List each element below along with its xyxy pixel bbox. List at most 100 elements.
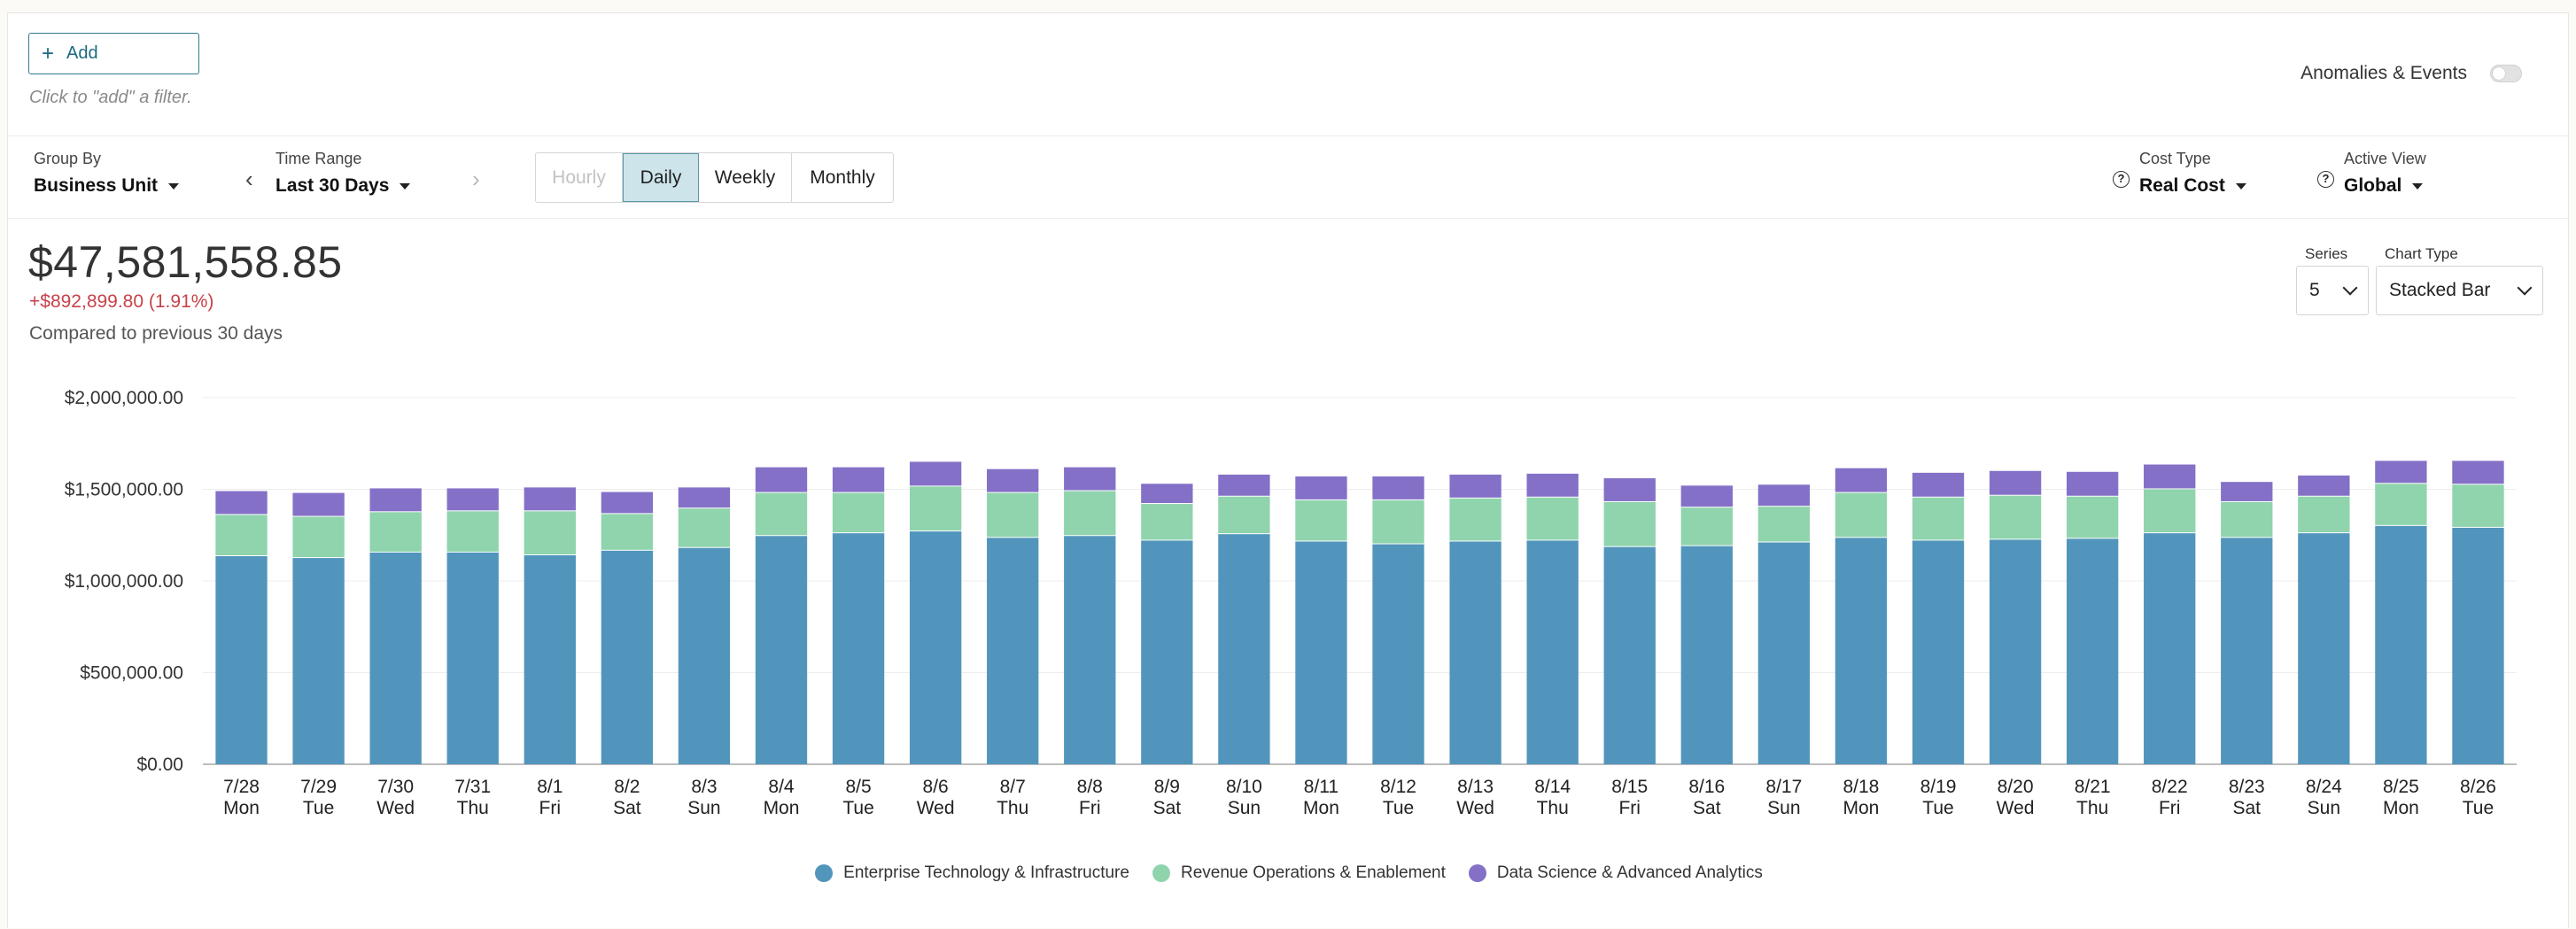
bar-segment	[1757, 507, 1811, 542]
x-tick-label: 8/13	[1457, 777, 1494, 797]
previous-range-arrow-icon[interactable]: ‹	[245, 166, 253, 192]
bar-segment	[1064, 536, 1116, 764]
cost-type-dropdown[interactable]: Real Cost	[2139, 175, 2246, 197]
time-range-control[interactable]: Time Range Last 30 Days	[275, 150, 411, 197]
series-select[interactable]: 5	[2296, 266, 2369, 315]
bar-segment	[524, 487, 576, 511]
active-view-control[interactable]: ? Active View Global	[2317, 150, 2426, 197]
x-tick-label: 8/1	[537, 777, 563, 797]
help-icon[interactable]: ?	[2113, 171, 2130, 188]
bar-segment	[292, 558, 345, 764]
x-tick-label: 8/15	[1611, 777, 1648, 797]
bar-segment	[1912, 472, 1965, 497]
bar-segment	[909, 461, 962, 486]
x-tick-label: 8/19	[1920, 777, 1957, 797]
x-tick-label: 8/7	[1000, 777, 1026, 797]
x-tick-label: 8/25	[2383, 777, 2419, 797]
legend-item[interactable]: Enterprise Technology & Infrastructure	[815, 863, 1129, 883]
bar-segment	[1526, 473, 1579, 497]
bar-segment	[678, 508, 731, 547]
bar-segment	[369, 512, 422, 552]
legend-item[interactable]: Data Science & Advanced Analytics	[1468, 863, 1763, 883]
legend-dot-icon	[1468, 864, 1486, 882]
legend-dot-icon	[815, 864, 834, 882]
x-tick-weekday: Fri	[1079, 798, 1101, 818]
x-tick-weekday: Mon	[1843, 798, 1880, 818]
bar-segment	[987, 468, 1039, 492]
bar-segment	[1680, 546, 1733, 764]
anomalies-events-toggle[interactable]	[2490, 65, 2522, 82]
bar-segment	[909, 531, 962, 764]
bar-segment	[215, 515, 268, 556]
x-tick-weekday: Mon	[764, 798, 800, 818]
caret-down-icon	[2235, 182, 2246, 190]
group-by-dropdown[interactable]: Business Unit	[34, 175, 180, 197]
x-tick-weekday: Tue	[842, 798, 873, 818]
chart-type-select[interactable]: Stacked Bar	[2376, 266, 2543, 315]
bar-segment	[1680, 507, 1733, 546]
x-tick-label: 8/5	[845, 777, 871, 797]
x-tick-weekday: Sun	[2308, 798, 2340, 818]
granularity-weekly[interactable]: Weekly	[699, 153, 792, 202]
x-tick-weekday: Tue	[303, 798, 334, 818]
y-tick-label: $500,000.00	[80, 663, 183, 684]
y-tick-label: $2,000,000.00	[65, 388, 183, 408]
bar-segment	[1603, 546, 1656, 764]
x-tick-label: 8/18	[1843, 777, 1879, 797]
bar-segment	[1218, 496, 1270, 534]
x-tick-weekday: Thu	[457, 798, 489, 818]
time-range-dropdown[interactable]: Last 30 Days	[275, 175, 411, 197]
x-tick-label: 8/16	[1688, 777, 1725, 797]
bar-segment	[2375, 484, 2427, 525]
legend-label: Data Science & Advanced Analytics	[1496, 863, 1763, 882]
series-label: Series	[2305, 245, 2348, 262]
legend-item[interactable]: Revenue Operations & Enablement	[1152, 863, 1446, 883]
x-tick-weekday: Sun	[1228, 798, 1261, 818]
caret-down-icon	[168, 182, 180, 190]
granularity-selector: Hourly Daily Weekly Monthly	[535, 152, 894, 203]
bar-segment	[1835, 492, 1888, 538]
granularity-daily[interactable]: Daily	[623, 153, 699, 202]
x-tick-weekday: Fri	[2159, 798, 2181, 818]
bar-segment	[601, 514, 654, 550]
bar-segment	[755, 536, 808, 764]
bar-segment	[215, 491, 268, 515]
bar-segment	[1912, 540, 1965, 764]
next-range-arrow-icon[interactable]: ›	[472, 166, 480, 192]
x-tick-weekday: Wed	[1456, 798, 1494, 818]
bar-segment	[1064, 467, 1116, 491]
bar-segment	[2221, 501, 2273, 538]
legend-label: Revenue Operations & Enablement	[1180, 863, 1446, 882]
anomalies-events-control: Anomalies & Events	[2301, 63, 2522, 84]
x-tick-label: 7/31	[454, 777, 491, 797]
bar-segment	[755, 467, 808, 492]
x-tick-weekday: Sun	[687, 798, 720, 818]
bar-segment	[2144, 489, 2196, 533]
x-tick-weekday: Mon	[223, 798, 260, 818]
x-tick-weekday: Sat	[1693, 798, 1721, 818]
group-by-control[interactable]: Group By Business Unit	[34, 150, 180, 197]
cost-type-control[interactable]: ? Cost Type Real Cost	[2113, 150, 2246, 197]
help-icon[interactable]: ?	[2317, 171, 2334, 188]
granularity-hourly[interactable]: Hourly	[536, 153, 623, 202]
x-tick-label: 8/23	[2229, 777, 2265, 797]
x-tick-label: 8/20	[1998, 777, 2034, 797]
bar-segment	[832, 492, 885, 533]
add-filter-label: Add	[66, 43, 98, 63]
bar-segment	[2066, 471, 2119, 496]
filter-hint: Click to "add" a filter.	[29, 88, 192, 107]
granularity-monthly[interactable]: Monthly	[810, 166, 875, 188]
divider	[8, 135, 2568, 136]
chart-type-value: Stacked Bar	[2389, 280, 2491, 300]
add-filter-button[interactable]: + Add	[28, 33, 199, 74]
bar-segment	[524, 511, 576, 554]
bar-segment	[215, 556, 268, 764]
bar-segment	[1449, 541, 1501, 764]
bar-segment	[601, 550, 654, 764]
active-view-dropdown[interactable]: Global	[2344, 175, 2424, 197]
cost-report-panel: + Add Click to "add" a filter. Anomalies…	[7, 12, 2569, 928]
bar-segment	[601, 492, 654, 514]
x-tick-label: 8/26	[2460, 777, 2496, 797]
bar-segment	[1603, 478, 1656, 501]
x-tick-label: 8/2	[614, 777, 640, 797]
